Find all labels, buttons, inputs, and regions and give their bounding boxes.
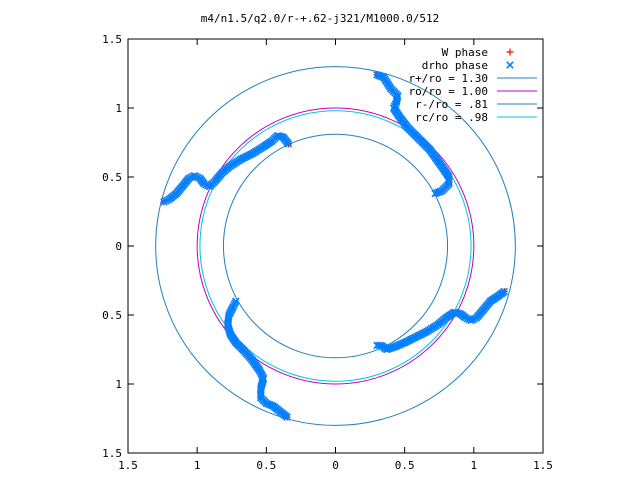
phase-arm [160,131,293,206]
w-phase-point [506,48,514,56]
legend-label: rc/ro = .98 [415,111,488,124]
chart-title: m4/n1.5/q2.0/r-+.62-j321/M1000.0/512 [201,12,439,25]
legend-label: r-/ro = .81 [415,98,488,111]
drho-phase-point [506,61,514,69]
x-tick-label: 0.5 [256,459,276,472]
y-tick-label: 1.5 [102,447,122,460]
x-tick-label: 1.5 [533,459,553,472]
y-tick-label: 0.5 [102,309,122,322]
reference-circle [196,107,475,385]
x-tick-label: 0 [332,459,339,472]
phase-arm [223,297,291,421]
y-tick-label: 1 [115,102,122,115]
x-tick-label: 0.5 [395,459,415,472]
reference-circle [222,133,449,359]
legend-label: ro/ro = 1.00 [409,85,488,98]
y-tick-label: 0.5 [102,171,122,184]
drho-phase-point [232,297,240,305]
phase-points [160,71,509,421]
y-tick-label: 0 [115,240,122,253]
reference-circle [199,110,472,382]
drho-phase-point [373,341,381,350]
y-tick-label: 1 [115,378,122,391]
reference-circle [155,66,516,426]
phase-arm [373,71,453,198]
phase-arm [373,287,509,354]
y-tick-label: 1.5 [102,33,122,46]
drho-phase-point [431,189,439,198]
x-tick-label: 1 [194,459,201,472]
legend-label: r+/ro = 1.30 [409,72,488,85]
x-tick-label: 1 [471,459,478,472]
legend-label: drho phase [422,59,488,72]
drho-phase-point [375,341,383,350]
reference-circles [155,66,516,426]
drho-phase-point [284,140,293,148]
legend-label: W phase [442,46,488,59]
x-tick-label: 1.5 [118,459,138,472]
